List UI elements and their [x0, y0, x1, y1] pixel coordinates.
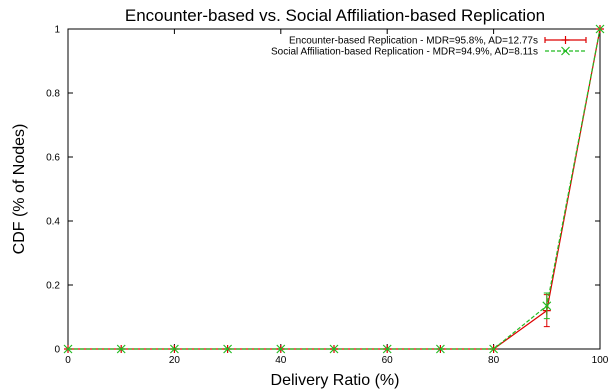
y-tick-label: 0.8: [46, 89, 60, 100]
legend: Encounter-based Replication - MDR=95.8%,…: [271, 36, 587, 58]
series-2-point: [382, 344, 392, 354]
series-2-point: [435, 344, 445, 354]
series-2-line: [68, 28, 601, 350]
y-tick-label: 0.4: [46, 217, 60, 228]
x-tick-label: 0: [65, 355, 71, 366]
x-tick-label: 20: [169, 355, 181, 366]
series-2-point: [276, 344, 286, 354]
legend-label-1: Encounter-based Replication - MDR=95.8%,…: [289, 36, 538, 47]
series-2-point: [223, 344, 233, 354]
chart-title: Encounter-based vs. Social Affiliation-b…: [125, 6, 545, 25]
x-tick-label: 80: [488, 355, 500, 366]
legend-swatch-caps-1: [544, 37, 587, 43]
x-tick-label: 100: [592, 355, 609, 366]
y-tick-label: 1: [54, 25, 60, 36]
series-2-point: [169, 344, 179, 354]
legend-swatch-marker-1: [561, 36, 570, 44]
legend-swatch-marker-2: [561, 46, 570, 56]
series-2-point: [116, 344, 126, 354]
y-tick-label: 0: [54, 345, 60, 356]
series-2-point: [63, 344, 73, 354]
series-1-line: [68, 28, 601, 350]
series-2-point: [329, 344, 339, 354]
y-axis-title: CDF (% of Nodes): [11, 124, 28, 255]
series-2-point: [489, 344, 499, 354]
y-tick-label: 0.6: [46, 153, 60, 164]
axis-ticks: 0 20 40 60 80 100 0 0.2 0.4 0.6 0.8 1: [46, 25, 609, 367]
x-tick-label: 60: [382, 355, 394, 366]
legend-label-2: Social Affiliation-based Replication - M…: [271, 47, 538, 58]
x-axis-title: Delivery Ratio (%): [271, 372, 400, 389]
y-tick-label: 0.2: [46, 281, 60, 292]
series-2-point: [595, 24, 605, 34]
series-layer: [63, 24, 605, 354]
x-tick-label: 40: [275, 355, 287, 366]
series-2-point: [542, 301, 552, 311]
plot-frame: [67, 28, 601, 350]
